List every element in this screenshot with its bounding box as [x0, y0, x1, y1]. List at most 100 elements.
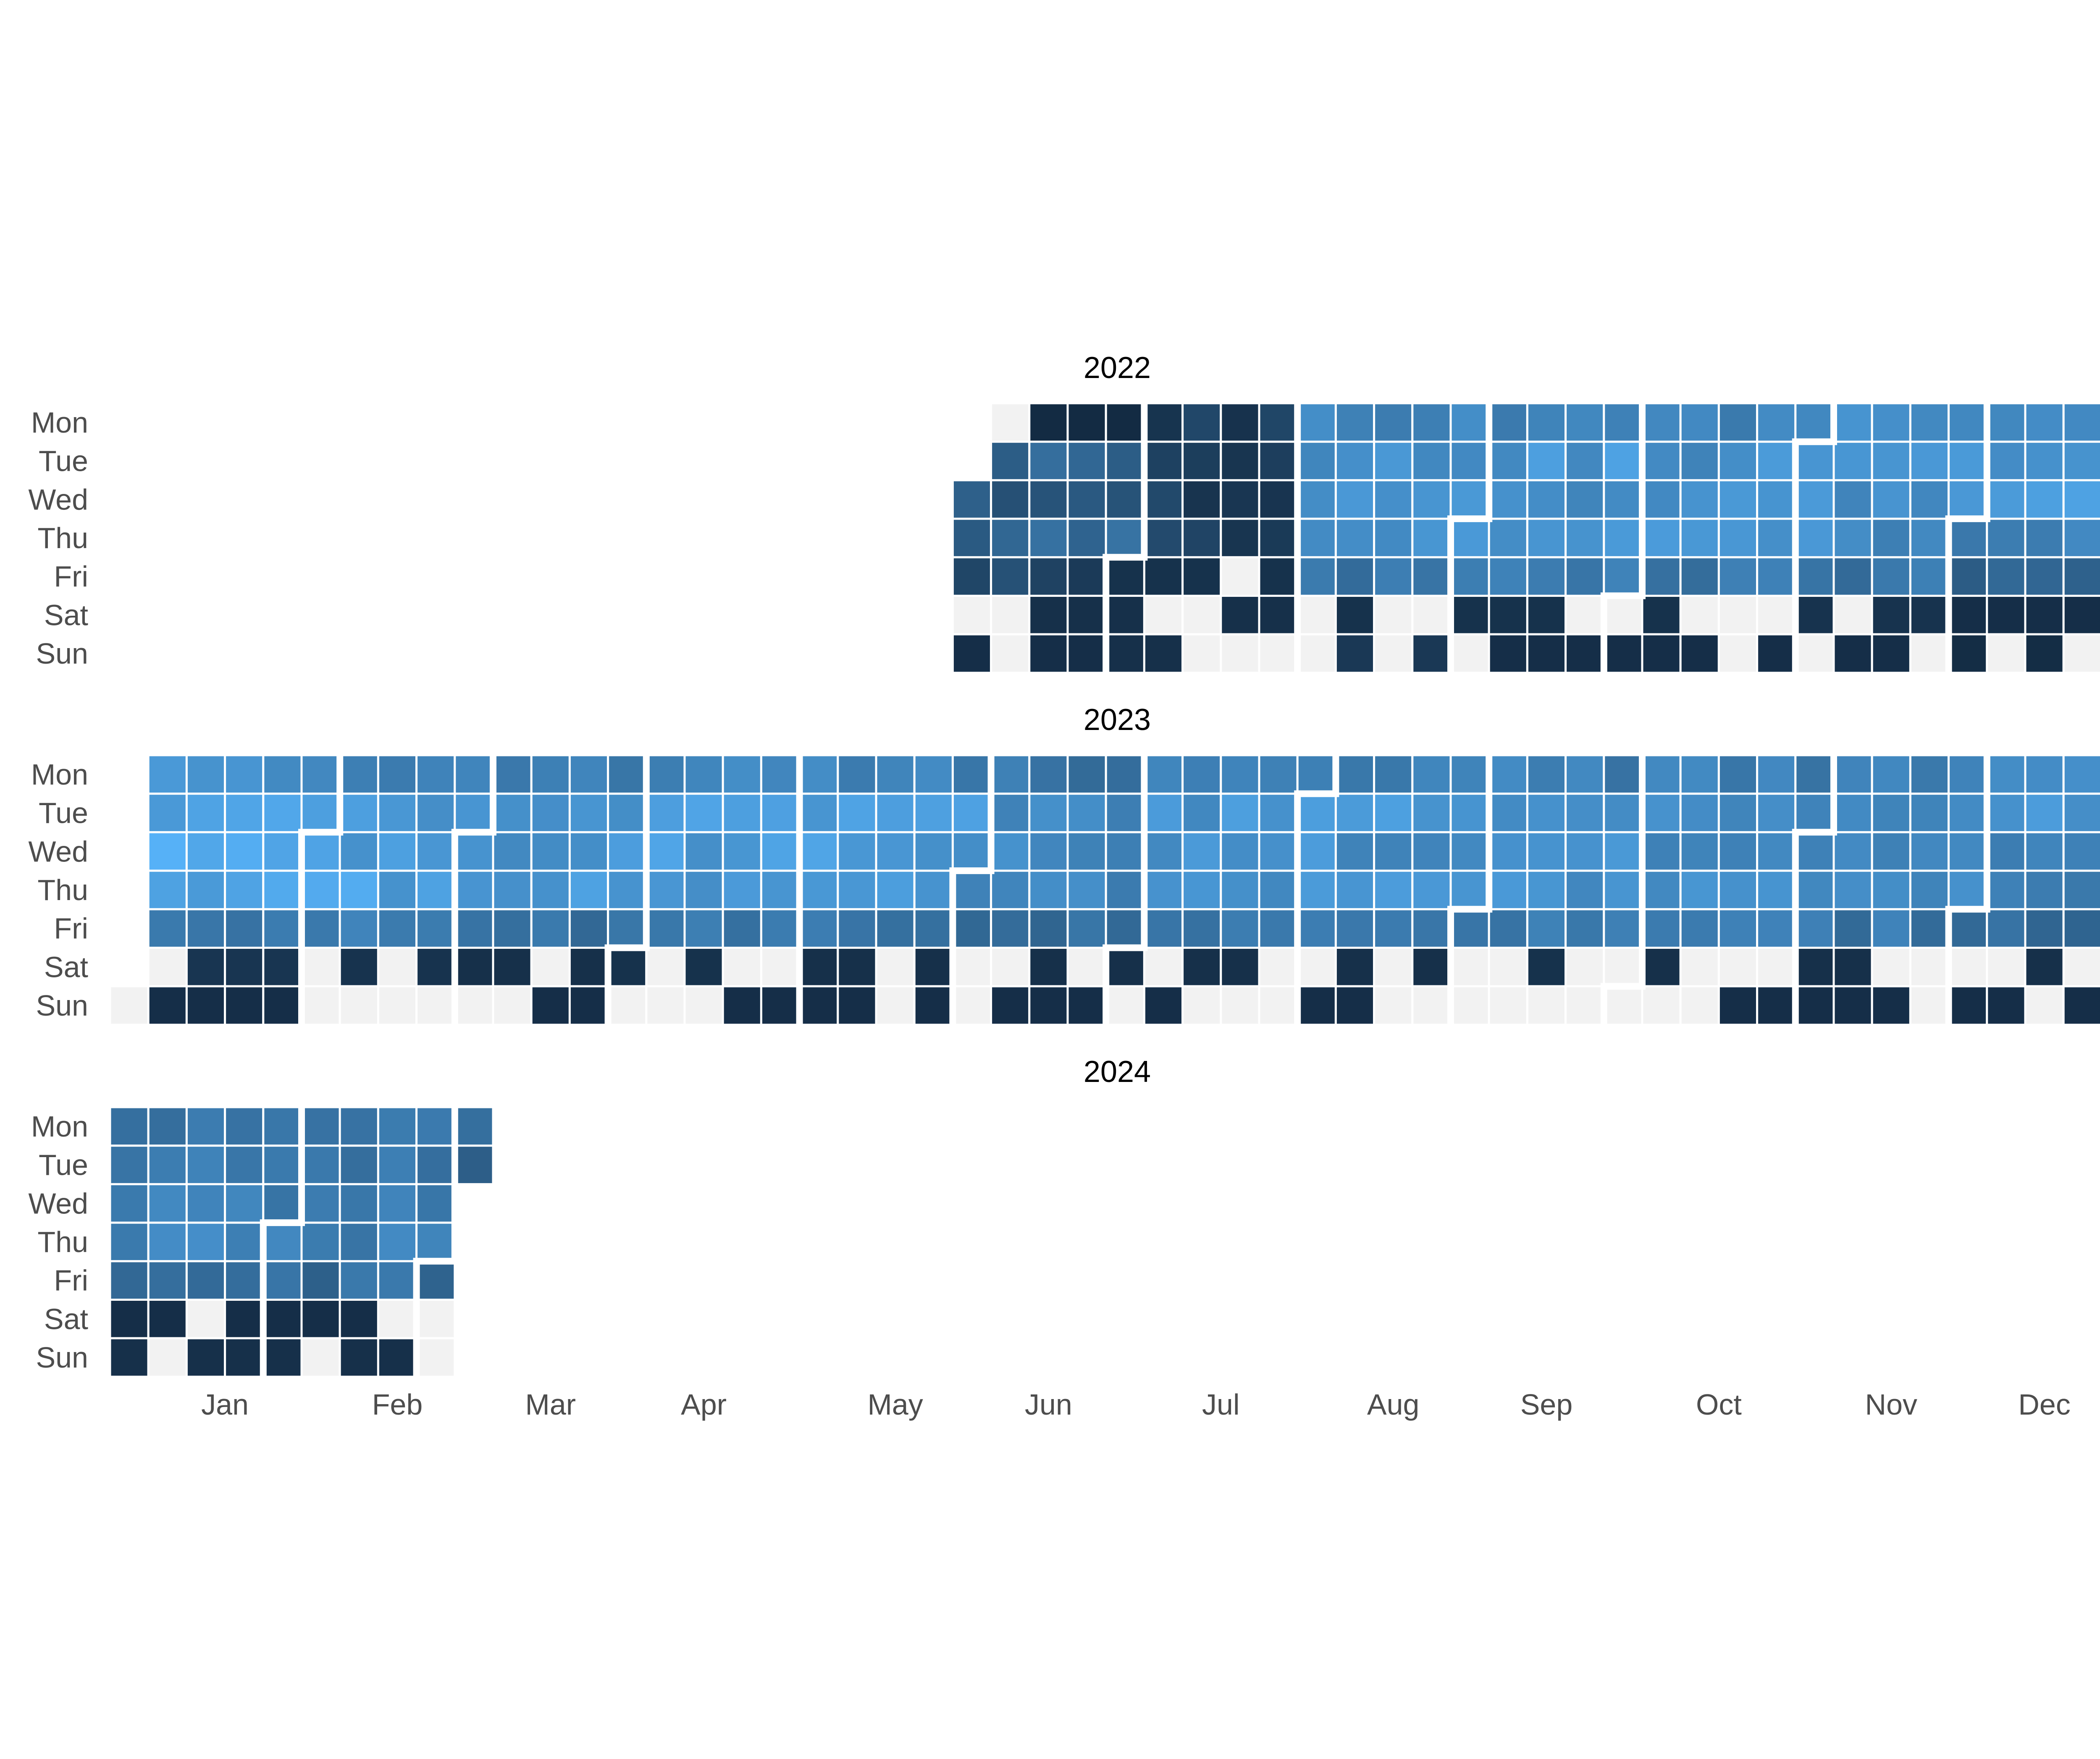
heatmap-cell [645, 754, 686, 795]
heatmap-cell [1526, 869, 1567, 911]
heatmap-cell [1488, 517, 1528, 559]
heatmap-cell [1679, 869, 1720, 911]
heatmap-cell [1143, 479, 1184, 520]
heatmap-cell [262, 1221, 303, 1263]
heatmap-cell [1181, 556, 1222, 597]
heatmap-cell [1641, 479, 1682, 520]
heatmap-cell [1564, 908, 1605, 949]
heatmap-cell [1603, 985, 1643, 1026]
heatmap-cell [760, 908, 801, 949]
heatmap-cell [262, 793, 303, 833]
heatmap-cell [990, 595, 1031, 635]
heatmap-cell [1066, 793, 1107, 833]
heatmap-cell [1411, 947, 1452, 987]
heatmap-cell [300, 947, 341, 987]
heatmap-cell [1909, 754, 1950, 795]
heatmap-cell [1105, 402, 1145, 443]
heatmap-cell [530, 985, 571, 1026]
heatmap-cell [1603, 402, 1643, 443]
heatmap-cell [1028, 441, 1069, 481]
heatmap-cell [1948, 869, 1988, 911]
heatmap-cell [1334, 869, 1376, 911]
heatmap-cell [607, 947, 648, 987]
heatmap-cell [1334, 402, 1376, 443]
heatmap-cell [1105, 985, 1145, 1026]
heatmap-cell [1143, 595, 1184, 635]
heatmap-cell [1105, 754, 1145, 795]
heatmap-cell [1909, 831, 1950, 872]
heatmap-cell [1105, 633, 1145, 674]
heatmap-cell [1066, 754, 1107, 795]
heatmap-cell [875, 869, 916, 911]
heatmap-cell [339, 793, 379, 833]
heatmap-cell [913, 908, 954, 949]
heatmap-cell [1871, 869, 1911, 911]
heatmap-cell [1066, 869, 1107, 911]
heatmap-cell [1143, 831, 1184, 872]
heatmap-cell [683, 754, 724, 795]
heatmap-cell [1258, 556, 1299, 597]
heatmap-cell [1526, 441, 1567, 481]
heatmap-cell [1334, 441, 1376, 481]
heatmap-cell [454, 831, 494, 872]
heatmap-cell [300, 1299, 341, 1339]
heatmap-cell [339, 947, 379, 987]
heatmap-cell [1028, 633, 1069, 674]
heatmap-cell [1948, 556, 1988, 597]
heatmap-cell [262, 1183, 303, 1224]
heatmap-cell [1679, 947, 1720, 987]
heatmap-cell [1449, 517, 1490, 559]
heatmap-cell [1526, 479, 1567, 520]
heatmap-cell [224, 869, 265, 911]
heatmap-cell [1526, 947, 1567, 987]
heatmap-cell [1986, 947, 2026, 987]
heatmap-cell [1105, 793, 1145, 833]
heatmap-cell [1986, 869, 2026, 911]
heatmap-cell [1373, 402, 1414, 443]
weekday-label-sun: Sun [36, 1341, 88, 1374]
heatmap-cell [760, 985, 801, 1026]
heatmap-cell [1832, 985, 1873, 1026]
heatmap-cell [1679, 908, 1720, 949]
month-boundary-line [298, 752, 344, 1028]
heatmap-cell [377, 869, 418, 911]
heatmap-cell [1564, 556, 1605, 597]
heatmap-cell [875, 908, 916, 949]
heatmap-cell [1181, 985, 1222, 1026]
heatmap-cell [415, 793, 456, 833]
heatmap-cell [1948, 908, 1988, 949]
heatmap-cell [339, 1337, 379, 1378]
weekday-label-sat: Sat [44, 1302, 88, 1335]
heatmap-cell [415, 947, 456, 987]
heatmap-cell [913, 831, 954, 872]
heatmap-cell [224, 793, 265, 833]
heatmap-cell [1909, 517, 1950, 559]
heatmap-cell [1411, 633, 1452, 674]
heatmap-cell [1181, 479, 1222, 520]
heatmap-cell [262, 1106, 303, 1147]
heatmap-cell [1986, 985, 2026, 1026]
heatmap-cell [1143, 869, 1184, 911]
heatmap-cell [1066, 517, 1107, 559]
heatmap-cell [1564, 754, 1605, 795]
heatmap-cell [1181, 595, 1222, 635]
heatmap-cell [2024, 869, 2065, 911]
heatmap-cell [1488, 479, 1528, 520]
heatmap-cell [1717, 869, 1759, 911]
month-boundary-line [1447, 400, 1493, 676]
heatmap-cell [1717, 556, 1759, 597]
heatmap-cell [415, 831, 456, 872]
month-label-apr: Apr [681, 1388, 727, 1421]
heatmap-cell [454, 1145, 494, 1185]
heatmap-cell [1756, 908, 1797, 949]
heatmap-cell [1526, 985, 1567, 1026]
heatmap-cell [1794, 754, 1835, 795]
heatmap-cell [377, 1299, 418, 1339]
heatmap-cell [1220, 985, 1260, 1026]
heatmap-cell [1296, 441, 1337, 481]
heatmap-cell [454, 869, 494, 911]
heatmap-cell [1679, 441, 1720, 481]
heatmap-cell [185, 1106, 226, 1147]
heatmap-cell [1449, 793, 1490, 833]
heatmap-cell [1488, 869, 1528, 911]
